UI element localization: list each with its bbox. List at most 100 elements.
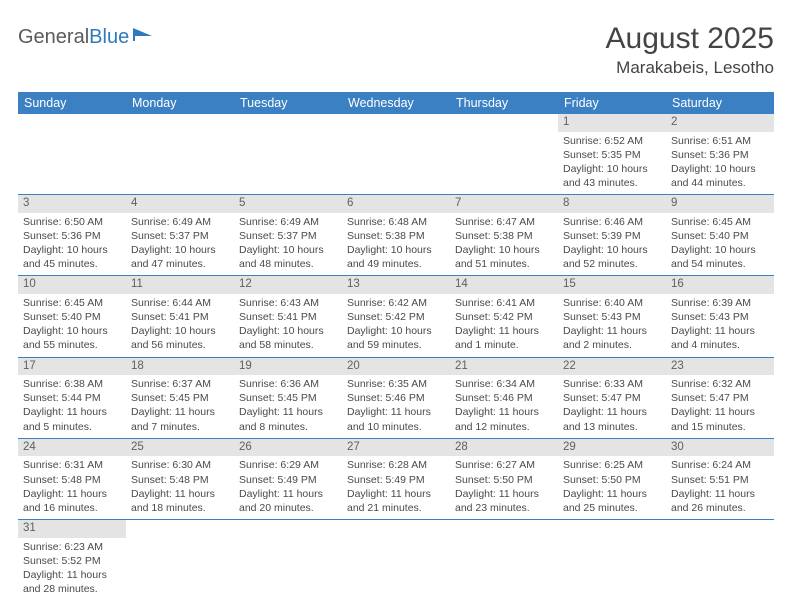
calendar-cell: 19Sunrise: 6:36 AMSunset: 5:45 PMDayligh… (234, 357, 342, 438)
calendar-cell: 26Sunrise: 6:29 AMSunset: 5:49 PMDayligh… (234, 438, 342, 519)
calendar-cell: 25Sunrise: 6:30 AMSunset: 5:48 PMDayligh… (126, 438, 234, 519)
weekday-header: Thursday (450, 92, 558, 114)
calendar-cell: 11Sunrise: 6:44 AMSunset: 5:41 PMDayligh… (126, 276, 234, 357)
calendar-cell: 30Sunrise: 6:24 AMSunset: 5:51 PMDayligh… (666, 438, 774, 519)
calendar-cell: 15Sunrise: 6:40 AMSunset: 5:43 PMDayligh… (558, 276, 666, 357)
calendar-cell: 10Sunrise: 6:45 AMSunset: 5:40 PMDayligh… (18, 276, 126, 357)
day-number: 22 (558, 358, 666, 376)
day-number: 28 (450, 439, 558, 457)
day-number: 15 (558, 276, 666, 294)
day-number: 23 (666, 358, 774, 376)
weekday-header: Friday (558, 92, 666, 114)
day-number: 18 (126, 358, 234, 376)
day-number: 24 (18, 439, 126, 457)
calendar-cell: 18Sunrise: 6:37 AMSunset: 5:45 PMDayligh… (126, 357, 234, 438)
calendar-cell: 2Sunrise: 6:51 AMSunset: 5:36 PMDaylight… (666, 114, 774, 195)
weekday-header: Sunday (18, 92, 126, 114)
calendar-cell: 4Sunrise: 6:49 AMSunset: 5:37 PMDaylight… (126, 195, 234, 276)
day-number: 25 (126, 439, 234, 457)
day-number: 6 (342, 195, 450, 213)
title-block: August 2025 Marakabeis, Lesotho (606, 22, 774, 78)
calendar-cell-empty (450, 520, 558, 601)
day-detail: Sunrise: 6:51 AMSunset: 5:36 PMDaylight:… (666, 132, 774, 195)
day-detail: Sunrise: 6:45 AMSunset: 5:40 PMDaylight:… (666, 213, 774, 276)
calendar-cell-empty (450, 114, 558, 195)
day-number: 7 (450, 195, 558, 213)
calendar-cell: 7Sunrise: 6:47 AMSunset: 5:38 PMDaylight… (450, 195, 558, 276)
day-detail: Sunrise: 6:33 AMSunset: 5:47 PMDaylight:… (558, 375, 666, 438)
calendar-cell: 20Sunrise: 6:35 AMSunset: 5:46 PMDayligh… (342, 357, 450, 438)
calendar-cell: 1Sunrise: 6:52 AMSunset: 5:35 PMDaylight… (558, 114, 666, 195)
day-detail: Sunrise: 6:50 AMSunset: 5:36 PMDaylight:… (18, 213, 126, 276)
logo: GeneralBlue (18, 26, 154, 49)
calendar-cell-empty (342, 114, 450, 195)
calendar-cell: 12Sunrise: 6:43 AMSunset: 5:41 PMDayligh… (234, 276, 342, 357)
day-detail: Sunrise: 6:35 AMSunset: 5:46 PMDaylight:… (342, 375, 450, 438)
day-detail: Sunrise: 6:42 AMSunset: 5:42 PMDaylight:… (342, 294, 450, 357)
calendar-table: SundayMondayTuesdayWednesdayThursdayFrid… (18, 92, 774, 600)
day-number: 21 (450, 358, 558, 376)
logo-flag-icon (132, 27, 154, 43)
calendar-cell: 27Sunrise: 6:28 AMSunset: 5:49 PMDayligh… (342, 438, 450, 519)
day-number: 19 (234, 358, 342, 376)
day-number: 17 (18, 358, 126, 376)
day-number: 4 (126, 195, 234, 213)
calendar-cell: 13Sunrise: 6:42 AMSunset: 5:42 PMDayligh… (342, 276, 450, 357)
calendar-cell-empty (558, 520, 666, 601)
calendar-cell-empty (234, 114, 342, 195)
day-number: 27 (342, 439, 450, 457)
day-number: 12 (234, 276, 342, 294)
day-detail: Sunrise: 6:47 AMSunset: 5:38 PMDaylight:… (450, 213, 558, 276)
page-title: August 2025 (606, 22, 774, 56)
day-detail: Sunrise: 6:27 AMSunset: 5:50 PMDaylight:… (450, 456, 558, 519)
day-detail: Sunrise: 6:48 AMSunset: 5:38 PMDaylight:… (342, 213, 450, 276)
calendar-cell-empty (126, 114, 234, 195)
calendar-cell: 31Sunrise: 6:23 AMSunset: 5:52 PMDayligh… (18, 520, 126, 601)
day-detail: Sunrise: 6:52 AMSunset: 5:35 PMDaylight:… (558, 132, 666, 195)
day-number: 8 (558, 195, 666, 213)
day-detail: Sunrise: 6:23 AMSunset: 5:52 PMDaylight:… (18, 538, 126, 601)
calendar-cell: 28Sunrise: 6:27 AMSunset: 5:50 PMDayligh… (450, 438, 558, 519)
day-detail: Sunrise: 6:34 AMSunset: 5:46 PMDaylight:… (450, 375, 558, 438)
calendar-cell-empty (666, 520, 774, 601)
day-number: 3 (18, 195, 126, 213)
calendar-cell-empty (342, 520, 450, 601)
calendar-cell: 9Sunrise: 6:45 AMSunset: 5:40 PMDaylight… (666, 195, 774, 276)
day-detail: Sunrise: 6:37 AMSunset: 5:45 PMDaylight:… (126, 375, 234, 438)
day-number: 29 (558, 439, 666, 457)
header: GeneralBlue August 2025 Marakabeis, Leso… (18, 22, 774, 78)
day-detail: Sunrise: 6:40 AMSunset: 5:43 PMDaylight:… (558, 294, 666, 357)
weekday-header: Wednesday (342, 92, 450, 114)
day-number: 10 (18, 276, 126, 294)
day-number: 20 (342, 358, 450, 376)
weekday-header: Tuesday (234, 92, 342, 114)
calendar-cell: 5Sunrise: 6:49 AMSunset: 5:37 PMDaylight… (234, 195, 342, 276)
day-detail: Sunrise: 6:49 AMSunset: 5:37 PMDaylight:… (234, 213, 342, 276)
day-number: 16 (666, 276, 774, 294)
weekday-header: Saturday (666, 92, 774, 114)
calendar-cell-empty (18, 114, 126, 195)
day-detail: Sunrise: 6:36 AMSunset: 5:45 PMDaylight:… (234, 375, 342, 438)
logo-text-blue: Blue (89, 26, 129, 49)
calendar-cell: 22Sunrise: 6:33 AMSunset: 5:47 PMDayligh… (558, 357, 666, 438)
day-detail: Sunrise: 6:28 AMSunset: 5:49 PMDaylight:… (342, 456, 450, 519)
day-number: 26 (234, 439, 342, 457)
day-detail: Sunrise: 6:30 AMSunset: 5:48 PMDaylight:… (126, 456, 234, 519)
location-label: Marakabeis, Lesotho (606, 58, 774, 78)
logo-text-general: General (18, 26, 89, 49)
day-number: 11 (126, 276, 234, 294)
day-number: 5 (234, 195, 342, 213)
calendar-cell: 24Sunrise: 6:31 AMSunset: 5:48 PMDayligh… (18, 438, 126, 519)
calendar-cell: 16Sunrise: 6:39 AMSunset: 5:43 PMDayligh… (666, 276, 774, 357)
day-detail: Sunrise: 6:49 AMSunset: 5:37 PMDaylight:… (126, 213, 234, 276)
day-detail: Sunrise: 6:39 AMSunset: 5:43 PMDaylight:… (666, 294, 774, 357)
day-detail: Sunrise: 6:25 AMSunset: 5:50 PMDaylight:… (558, 456, 666, 519)
day-detail: Sunrise: 6:43 AMSunset: 5:41 PMDaylight:… (234, 294, 342, 357)
day-detail: Sunrise: 6:31 AMSunset: 5:48 PMDaylight:… (18, 456, 126, 519)
weekday-header: Monday (126, 92, 234, 114)
calendar-cell: 6Sunrise: 6:48 AMSunset: 5:38 PMDaylight… (342, 195, 450, 276)
calendar-cell: 17Sunrise: 6:38 AMSunset: 5:44 PMDayligh… (18, 357, 126, 438)
calendar-header-row: SundayMondayTuesdayWednesdayThursdayFrid… (18, 92, 774, 114)
day-detail: Sunrise: 6:24 AMSunset: 5:51 PMDaylight:… (666, 456, 774, 519)
day-number: 30 (666, 439, 774, 457)
